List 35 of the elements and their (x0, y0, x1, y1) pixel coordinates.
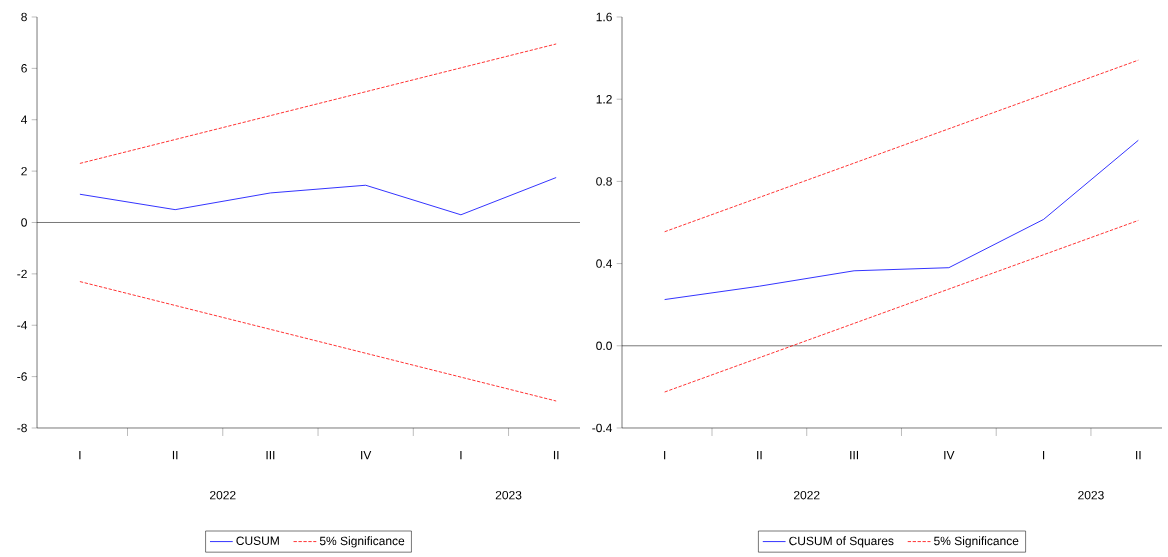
y-tick-label: -8 (17, 423, 27, 433)
y-tick-label: -4 (17, 321, 28, 330)
text: 2023 (1078, 490, 1104, 500)
text: 2022 (210, 490, 236, 500)
x-tick-label: II (172, 450, 178, 460)
y-tick-label: 0.0 (596, 341, 612, 351)
y-tick-label: 0.4 (596, 259, 613, 268)
x-tick-label: II (553, 450, 559, 460)
x-tick-label: I (460, 450, 462, 460)
y-tick-label: 0 (21, 218, 27, 227)
x-tick-label: III (266, 450, 275, 460)
y-tick-label: -2 (17, 269, 27, 279)
x-tick-label: IV (944, 450, 955, 460)
x-tick-label: I (79, 450, 81, 460)
y-tick-label: -6 (17, 372, 27, 381)
x-tick-label: II (757, 450, 762, 460)
y-tick-label: 1.2 (596, 95, 612, 104)
y-tick-label: 6 (21, 64, 27, 73)
text: 2022 (794, 490, 820, 500)
legend-label: 5% Significance (319, 536, 405, 548)
y-tick-label: -0.4 (592, 423, 613, 433)
legend-label: 5% Significance (934, 536, 1019, 548)
text: 2023 (495, 490, 522, 500)
x-tick-label: I (664, 450, 666, 460)
y-tick-label: 2 (21, 166, 27, 176)
y-tick-label: 1.6 (596, 12, 612, 22)
legend-label: CUSUM of Squares (789, 536, 894, 548)
y-tick-label: 8 (21, 12, 27, 22)
x-tick-label: I (1043, 450, 1045, 460)
y-tick-label: 0.8 (596, 177, 612, 186)
x-tick-label: II (1136, 450, 1141, 460)
legend-label: CUSUM (236, 536, 279, 545)
x-tick-label: III (850, 450, 859, 460)
y-tick-label: 4 (21, 115, 28, 124)
x-tick-label: IV (361, 450, 372, 460)
